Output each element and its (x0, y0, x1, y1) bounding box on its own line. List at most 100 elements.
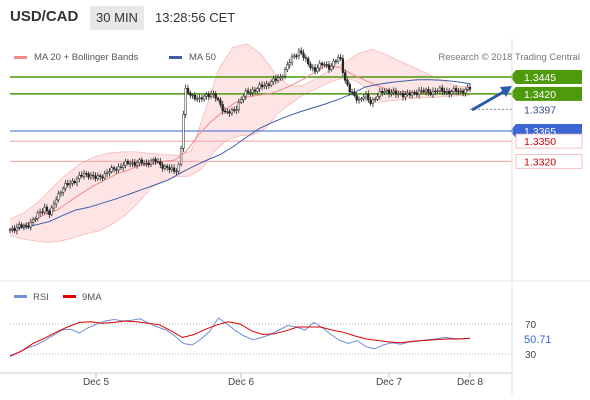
candle-body (369, 99, 372, 104)
candle-body (101, 176, 104, 179)
candle-body (18, 224, 21, 228)
copyright-text: Research © 2018 Trading Central (438, 52, 580, 63)
candle-body (73, 180, 76, 184)
level-label-tip-1-3420 (510, 86, 516, 101)
rsi-legend-label: RSI (33, 292, 49, 303)
candle-body (198, 97, 201, 99)
candle-body (281, 76, 284, 78)
candle-body (360, 98, 363, 100)
candle-body (392, 90, 395, 93)
candle-body (378, 91, 381, 97)
x-tick-label: Dec 8 (457, 377, 484, 388)
candle-body (348, 84, 351, 93)
x-tick-label: Dec 5 (83, 377, 110, 388)
candle-body (459, 90, 462, 93)
candle-body (59, 192, 63, 195)
candle-body (290, 56, 294, 63)
x-axis: Dec 5 Dec 6 Dec 7 Dec 8 (83, 373, 484, 388)
candle-body (422, 90, 425, 92)
level-label-1-3445: 1.3445 (524, 72, 556, 84)
level-label-bg-1-3445 (516, 70, 582, 84)
candle-body (11, 228, 14, 230)
candle-body (13, 228, 16, 232)
candle-body (357, 98, 361, 101)
candle-body (404, 94, 407, 98)
rsi-current-value: 50.71 (524, 334, 552, 346)
candle-body (258, 84, 261, 89)
level-label-1-3420: 1.3420 (524, 89, 556, 101)
candle-body (43, 206, 46, 213)
candle-body (200, 97, 204, 100)
candle-body (233, 109, 236, 111)
rsi-9ma-line (9, 320, 471, 357)
candle-body (411, 92, 414, 96)
candle-body (103, 173, 106, 179)
candles-layer (8, 47, 472, 235)
candle-body (313, 67, 317, 72)
candle-body (34, 218, 37, 221)
candle-body (279, 76, 282, 79)
candle-body (256, 88, 259, 92)
candle-body (390, 92, 393, 95)
timestamp: 13:28:56 CET (155, 10, 236, 25)
candle-body (135, 162, 139, 166)
candle-body (415, 92, 418, 95)
ma50-line (9, 79, 471, 231)
candle-body (448, 90, 451, 95)
candle-body (154, 159, 157, 162)
level-label-tip-1-3445 (510, 70, 516, 84)
projection-arrow-head (500, 86, 512, 97)
candle-body (168, 167, 171, 170)
candle-body (147, 162, 150, 165)
candle-body (468, 86, 472, 90)
candle-body (286, 64, 289, 70)
projection-arrow-layer (471, 86, 512, 112)
candle-body (355, 95, 358, 101)
candle-body (341, 58, 345, 73)
candle-body (300, 50, 303, 54)
candle-body (138, 159, 141, 164)
candle-body (452, 88, 455, 92)
candle-body (334, 60, 338, 63)
candle-body (57, 193, 60, 201)
candle-body (182, 114, 185, 149)
candle-body (401, 92, 405, 98)
candle-body (295, 55, 298, 57)
candle-body (214, 93, 217, 99)
candle-body (20, 224, 23, 228)
candle-body (235, 109, 238, 111)
candle-body (332, 60, 335, 67)
legend-swatch-ma50 (169, 55, 182, 59)
candle-body (209, 93, 213, 98)
candle-body (161, 164, 164, 169)
candle-body (82, 173, 86, 177)
candle-body (159, 161, 162, 165)
candle-body (454, 88, 458, 92)
candle-body (149, 160, 153, 165)
candle-body (31, 219, 35, 223)
candle-body (325, 64, 328, 66)
candle-body (124, 160, 127, 166)
candle-body (8, 229, 12, 231)
level-label-tip-1-3365 (510, 124, 516, 138)
candle-body (48, 210, 51, 215)
candle-body (230, 109, 234, 114)
timeframe-badge[interactable]: 30 MIN (90, 6, 144, 30)
bollinger-upper-line (9, 43, 471, 220)
projection-arrow-shaft (471, 89, 506, 112)
candle-body (108, 171, 111, 174)
candle-body (318, 62, 321, 69)
legend-bollinger: MA 20 + Bollinger Bands (14, 52, 138, 63)
9ma-legend-label: 9MA (82, 292, 102, 303)
rsi-tick-70: 70 (525, 320, 537, 331)
candle-body (337, 57, 340, 62)
candle-body (205, 94, 208, 97)
candle-body (353, 91, 356, 96)
candle-body (36, 212, 39, 219)
candle-body (193, 94, 197, 100)
legend-bollinger-label: MA 20 + Bollinger Bands (34, 52, 139, 63)
candle-body (203, 95, 206, 100)
candle-body (191, 94, 194, 97)
candle-body (394, 90, 398, 95)
